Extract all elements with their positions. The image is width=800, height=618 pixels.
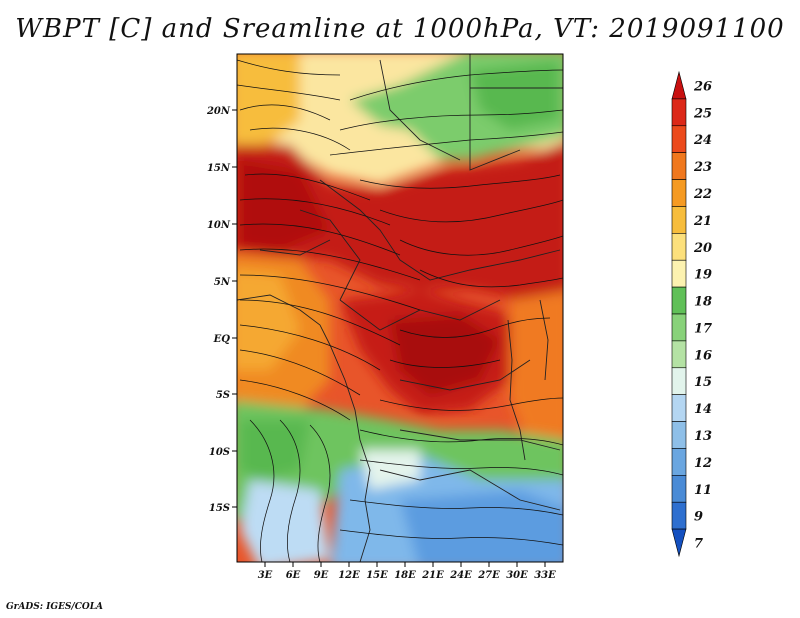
lon-tick-label: 27E <box>477 570 500 581</box>
colorbar-label: 23 <box>693 160 712 175</box>
colorbar-label: 12 <box>694 456 712 471</box>
colorbar-label: 19 <box>694 268 712 283</box>
colorbar-label: 25 <box>693 106 712 121</box>
colorbar-label: 7 <box>694 537 703 552</box>
colorbar-label: 22 <box>693 187 712 202</box>
colorbar-label: 20 <box>693 241 712 256</box>
lon-tick-label: 18E <box>394 570 416 581</box>
lat-axis: 20N 15N 10N 5N EQ 5S 10S 15S <box>206 106 237 514</box>
colorbar-label: 21 <box>693 214 712 229</box>
colorbar-swatch <box>671 98 687 127</box>
lon-tick-label: 30E <box>506 570 528 581</box>
grads-credit: GrADS: IGES/COLA <box>6 602 104 612</box>
lat-tick-label: 15N <box>207 163 231 174</box>
colorbar-swatch <box>671 179 687 207</box>
colorbar-label: 24 <box>693 133 712 148</box>
lat-tick-label: 15S <box>209 503 230 514</box>
colorbar-label: 11 <box>694 483 712 498</box>
lon-tick-label: 12E <box>338 570 360 581</box>
colorbar-swatch <box>671 259 687 288</box>
colorbar-swatch <box>671 501 687 530</box>
lon-tick-label: 21E <box>421 570 444 581</box>
lat-tick-label: 10S <box>209 447 230 458</box>
colorbar-swatch <box>671 125 687 153</box>
colorbar-swatch <box>671 206 687 234</box>
lon-tick-label: 33E <box>534 570 556 581</box>
colorbar-swatch <box>671 448 687 476</box>
colorbar-swatch <box>671 152 687 180</box>
colorbar-swatch <box>671 367 687 395</box>
colorbar-swatch <box>671 340 687 369</box>
colorbar-swatch <box>671 528 687 558</box>
colorbar-swatch <box>671 233 687 261</box>
map-frame <box>236 53 564 563</box>
lon-tick-label: 24E <box>449 570 472 581</box>
lon-tick-label: 3E <box>258 570 273 581</box>
colorbar-label: 17 <box>694 321 712 336</box>
chart-title: WBPT [C] and Sreamline at 1000hPa, VT: 2… <box>15 14 785 44</box>
lat-tick-label: 5S <box>216 390 230 401</box>
colorbar-label: 18 <box>694 295 712 310</box>
colorbar-swatch <box>671 286 687 315</box>
colorbar: 26 25 24 23 22 21 20 19 18 17 16 15 14 13 12 11 9 7 <box>671 70 712 558</box>
colorbar-swatch <box>671 475 687 503</box>
colorbar-label: 9 <box>694 510 703 525</box>
colorbar-label: 14 <box>694 402 712 417</box>
lon-tick-label: 6E <box>286 570 301 581</box>
colorbar-label: 13 <box>694 429 712 444</box>
colorbar-swatch <box>671 70 687 100</box>
wbpt-field <box>237 54 563 562</box>
lat-tick-label: 5N <box>214 277 231 288</box>
lon-tick-label: 15E <box>366 570 388 581</box>
colorbar-label: 26 <box>693 79 712 94</box>
colorbar-swatch <box>671 394 687 422</box>
lat-tick-label: 10N <box>207 220 231 231</box>
lon-tick-label: 9E <box>314 570 329 581</box>
colorbar-label: 16 <box>694 348 712 363</box>
lat-tick-label: EQ <box>213 334 231 345</box>
colorbar-swatch <box>671 421 687 449</box>
colorbar-swatch <box>671 313 687 342</box>
lat-tick-label: 20N <box>206 106 231 117</box>
lon-axis: 3E 6E 9E 12E 15E 18E 21E 24E 27E 30E 33E <box>258 562 556 581</box>
colorbar-label: 15 <box>694 375 712 390</box>
